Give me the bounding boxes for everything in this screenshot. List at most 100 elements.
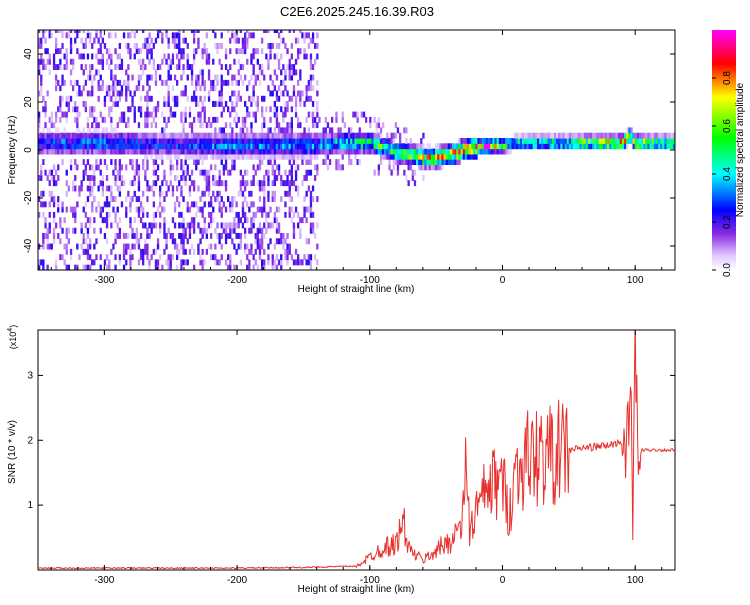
spectrogram-cell	[101, 217, 104, 224]
spectrogram-cell	[224, 227, 228, 234]
spectrogram-cell	[309, 264, 313, 270]
spectrogram-cell	[180, 90, 183, 97]
spectrogram-cell	[449, 148, 453, 155]
spectrogram-cell	[84, 238, 87, 245]
spectrogram-cell	[116, 79, 119, 86]
spectrogram-cell	[664, 138, 667, 144]
spectrogram-cell	[267, 222, 270, 229]
spectrogram-cell	[110, 190, 113, 197]
spectrogram-cell	[284, 132, 287, 139]
spectrogram-cell	[299, 233, 302, 239]
spectrogram-cell	[307, 169, 310, 176]
spectrogram-cell	[105, 222, 109, 229]
spectrogram-cell	[182, 148, 185, 155]
spectrogram-cell	[201, 169, 204, 176]
spectrogram-cell	[69, 58, 73, 65]
spectrogram-cell	[566, 132, 569, 139]
spectrogram-cell	[416, 159, 419, 165]
spectrogram-cell	[354, 111, 357, 118]
spectrogram-cell	[297, 132, 300, 139]
spectrogram-cell	[188, 111, 192, 118]
spectrogram-cell	[258, 153, 262, 160]
spectrogram-cell	[93, 132, 96, 139]
spectrogram-cell	[246, 85, 249, 92]
spectrogram-cell	[375, 132, 378, 139]
spectrogram-cell	[114, 74, 117, 81]
spectrogram-cell	[526, 143, 529, 150]
spectrogram-cell	[343, 143, 347, 150]
spectrogram-cell	[224, 64, 228, 70]
spectrogram-cell	[390, 148, 393, 155]
spectrogram-cell	[195, 138, 198, 144]
spectrogram-cell	[309, 201, 313, 208]
spectrogram-cell	[271, 222, 274, 229]
colorbar-tick-label: 0.4	[722, 167, 733, 181]
spectrogram-cell	[114, 196, 117, 202]
spectrogram-cell	[466, 153, 470, 160]
spectrogram-cell	[237, 132, 240, 139]
spectrogram-cell	[413, 180, 417, 187]
spectrogram-cell	[486, 148, 489, 155]
spectrogram-cell	[303, 37, 306, 44]
spectrogram-cell	[118, 95, 121, 102]
spectrogram-cell	[246, 180, 249, 187]
spectrogram-cell	[335, 138, 338, 144]
spectrogram-cell	[188, 248, 192, 255]
spectrogram-cell	[105, 254, 109, 261]
spectrogram-cell	[269, 132, 272, 139]
spectrogram-cell	[405, 148, 408, 155]
spectrogram-cell	[258, 222, 262, 229]
spectrogram-cell	[146, 122, 149, 129]
spectrogram-cell	[67, 106, 70, 113]
spectrogram-cell	[116, 122, 119, 129]
spectrogram-cell	[224, 206, 228, 213]
spectrogram-cell	[139, 74, 143, 81]
spectrogram-cell	[375, 138, 378, 144]
spectrogram-cell	[280, 143, 283, 150]
spectrogram-cell	[292, 90, 296, 97]
spectrogram-cell	[218, 148, 221, 155]
spectrogram-cell	[95, 132, 98, 139]
spectrogram-cell	[122, 180, 126, 187]
spectrogram-cell	[297, 211, 300, 218]
spectrogram-cell	[89, 90, 92, 97]
spectrogram-cell	[335, 111, 338, 118]
spectrogram-cell	[587, 143, 591, 150]
spectrogram-cell	[392, 164, 395, 171]
spectrogram-cell	[392, 138, 395, 144]
spectrogram-cell	[562, 143, 565, 150]
spectrogram-cell	[220, 159, 223, 165]
spectrogram-cell	[165, 259, 168, 266]
spectrogram-cell	[142, 138, 145, 144]
spectrogram-cell	[103, 201, 107, 208]
spectrogram-cell	[477, 138, 480, 144]
spectrogram-cell	[212, 190, 215, 197]
spectrogram-cell	[307, 32, 310, 39]
spectrogram-cell	[152, 248, 155, 255]
spectrogram-cell	[626, 143, 629, 150]
spectrogram-cell	[74, 143, 77, 150]
spectrogram-cell	[280, 37, 283, 44]
spectrogram-cell	[99, 111, 102, 118]
spectrogram-cell	[222, 153, 225, 160]
spectrogram-cell	[99, 143, 102, 150]
spectrogram-cell	[405, 127, 408, 134]
spectrogram-cell	[333, 143, 336, 150]
spectrogram-cell	[617, 138, 620, 144]
spectrogram-cell	[146, 211, 149, 218]
spectrogram-cell	[137, 143, 141, 150]
spectrogram-cell	[348, 148, 351, 155]
spectrogram-cell	[182, 143, 185, 150]
spectrogram-cell	[258, 138, 262, 144]
spectrogram-cell	[171, 111, 175, 118]
spectrogram-cell	[218, 238, 221, 245]
spectrogram-cell	[216, 190, 219, 197]
spectrogram-cell	[48, 148, 51, 155]
spectrogram-cell	[435, 164, 438, 171]
spectrogram-cell	[267, 196, 270, 202]
spectrogram-cell	[288, 180, 291, 187]
spectrogram-cell	[263, 74, 266, 81]
spectrogram-cell	[82, 138, 85, 144]
spectrogram-cell	[42, 238, 45, 245]
spectrogram-cell	[207, 58, 211, 65]
